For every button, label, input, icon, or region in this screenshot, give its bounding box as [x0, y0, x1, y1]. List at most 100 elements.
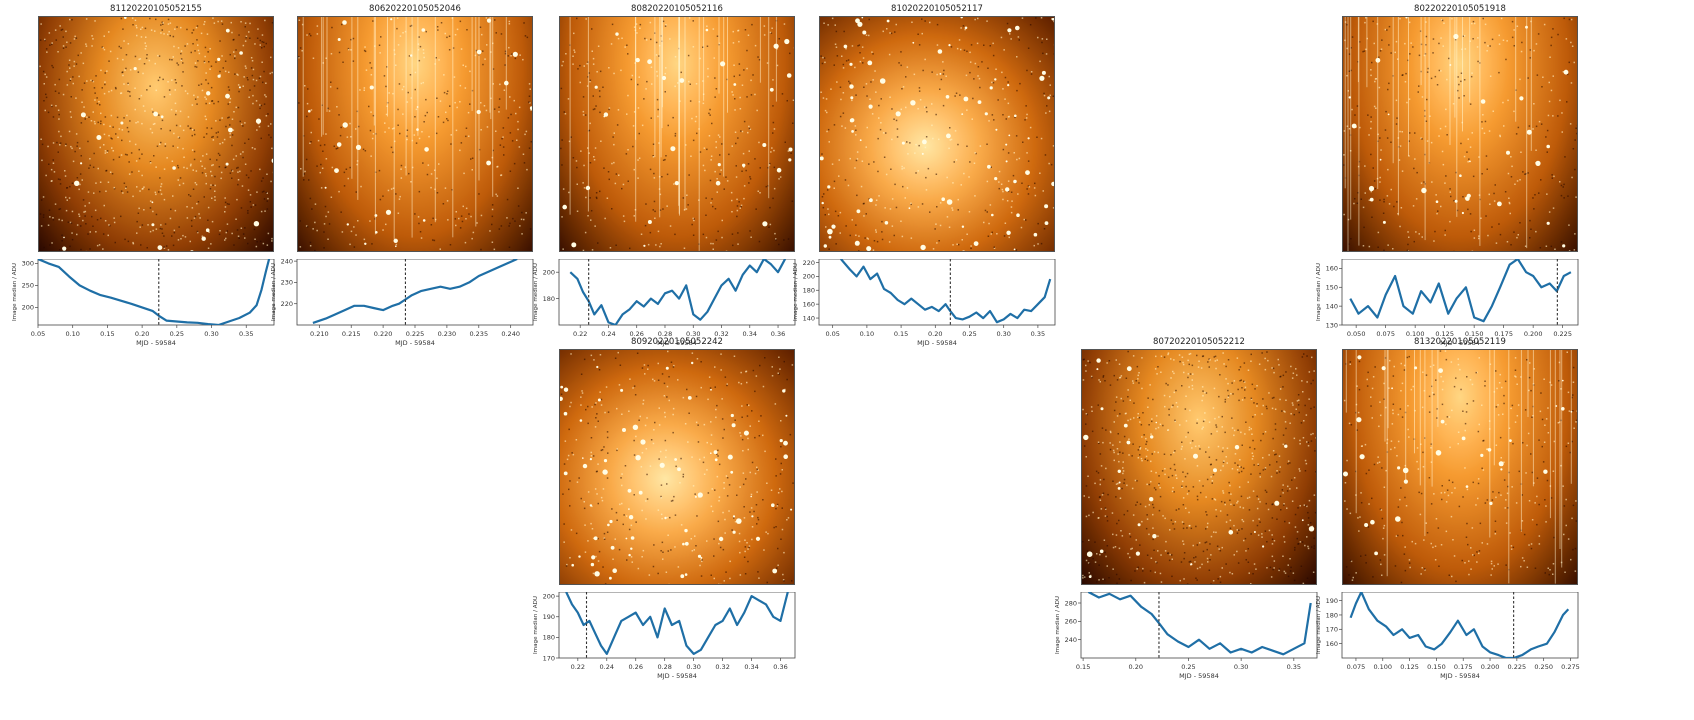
image-grain: [1511, 404, 1514, 407]
image-grain: [1013, 152, 1015, 154]
image-grain: [991, 81, 993, 84]
image-grain: [72, 160, 75, 163]
image-grain: [39, 39, 42, 41]
star: [416, 128, 419, 131]
image-grain: [1482, 440, 1484, 442]
star: [945, 95, 950, 99]
image-grain: [723, 482, 725, 484]
image-grain: [160, 183, 163, 185]
image-grain: [1048, 75, 1050, 78]
bleed-streak: [1462, 17, 1463, 132]
image-grain: [758, 240, 761, 243]
image-grain: [1281, 489, 1284, 491]
image-grain: [1444, 182, 1446, 184]
image-grain: [594, 488, 597, 490]
image-grain: [129, 69, 132, 71]
image-grain: [838, 175, 840, 177]
image-grain: [128, 91, 131, 93]
image-grain: [445, 111, 447, 114]
image-grain: [1432, 546, 1434, 549]
image-grain: [699, 151, 702, 153]
image-grain: [515, 112, 517, 115]
image-grain: [1559, 181, 1561, 183]
image-grain: [1180, 561, 1183, 563]
image-grain: [78, 75, 80, 78]
image-grain: [1202, 395, 1204, 397]
image-grain: [459, 149, 461, 152]
image-grain: [925, 106, 928, 109]
image-grain: [1441, 498, 1443, 501]
image-grain: [1576, 132, 1577, 135]
image-grain: [420, 82, 423, 85]
image-grain: [1108, 360, 1111, 362]
image-grain: [1502, 413, 1504, 415]
image-grain: [343, 185, 346, 187]
image-grain: [591, 505, 593, 508]
image-grain: [1567, 195, 1569, 197]
image-grain: [159, 76, 161, 79]
image-grain: [587, 540, 589, 542]
image-grain: [203, 136, 205, 138]
image-grain: [784, 388, 786, 391]
image-grain: [350, 136, 352, 138]
image-grain: [1007, 81, 1009, 83]
image-grain: [251, 74, 254, 77]
image-grain: [1536, 477, 1539, 479]
image-grain: [886, 28, 888, 30]
image-grain: [775, 526, 777, 528]
image-grain: [159, 177, 161, 179]
image-grain: [628, 410, 630, 412]
image-grain: [717, 134, 720, 136]
image-grain: [1142, 570, 1144, 572]
image-grain: [1104, 380, 1106, 382]
image-grain: [740, 371, 742, 374]
image-grain: [748, 127, 751, 130]
image-grain: [675, 465, 677, 468]
image-grain: [703, 456, 705, 459]
image-grain: [456, 28, 459, 31]
image-grain: [609, 247, 612, 249]
image-grain: [1168, 414, 1170, 416]
image-grain: [834, 24, 836, 26]
image-grain: [670, 361, 673, 363]
image-grain: [200, 160, 202, 162]
image-grain: [1409, 566, 1411, 569]
star: [63, 236, 65, 239]
image-grain: [45, 76, 48, 78]
image-grain: [137, 121, 139, 123]
image-grain: [153, 155, 155, 157]
image-grain: [1365, 17, 1367, 19]
image-grain: [702, 102, 705, 105]
image-texture: [560, 17, 794, 251]
image-grain: [1351, 108, 1353, 111]
image-grain: [1568, 410, 1571, 412]
image-grain: [1478, 237, 1480, 240]
image-grain: [621, 187, 623, 190]
image-grain: [1186, 527, 1188, 529]
image-grain: [270, 180, 272, 183]
image-grain: [1408, 21, 1411, 24]
image-grain: [1266, 541, 1268, 543]
image-grain: [1119, 441, 1121, 443]
image-grain: [759, 192, 761, 194]
image-grain: [694, 535, 696, 537]
image-grain: [1129, 536, 1132, 538]
image-grain: [65, 30, 67, 33]
image-grain: [1370, 405, 1372, 407]
image-grain: [710, 574, 712, 576]
image-grain: [149, 161, 152, 163]
image-grain: [1511, 165, 1513, 168]
image-grain: [1101, 427, 1104, 429]
star: [854, 240, 860, 246]
image-grain: [1103, 578, 1106, 581]
image-grain: [1383, 382, 1385, 385]
image-grain: [1042, 52, 1044, 55]
image-grain: [1119, 377, 1121, 379]
bleed-streak: [718, 17, 720, 94]
image-grain: [148, 59, 151, 62]
image-grain: [1486, 448, 1489, 450]
image-grain: [100, 122, 102, 125]
image-grain: [148, 188, 150, 191]
image-grain: [250, 57, 253, 59]
image-grain: [1114, 546, 1117, 548]
